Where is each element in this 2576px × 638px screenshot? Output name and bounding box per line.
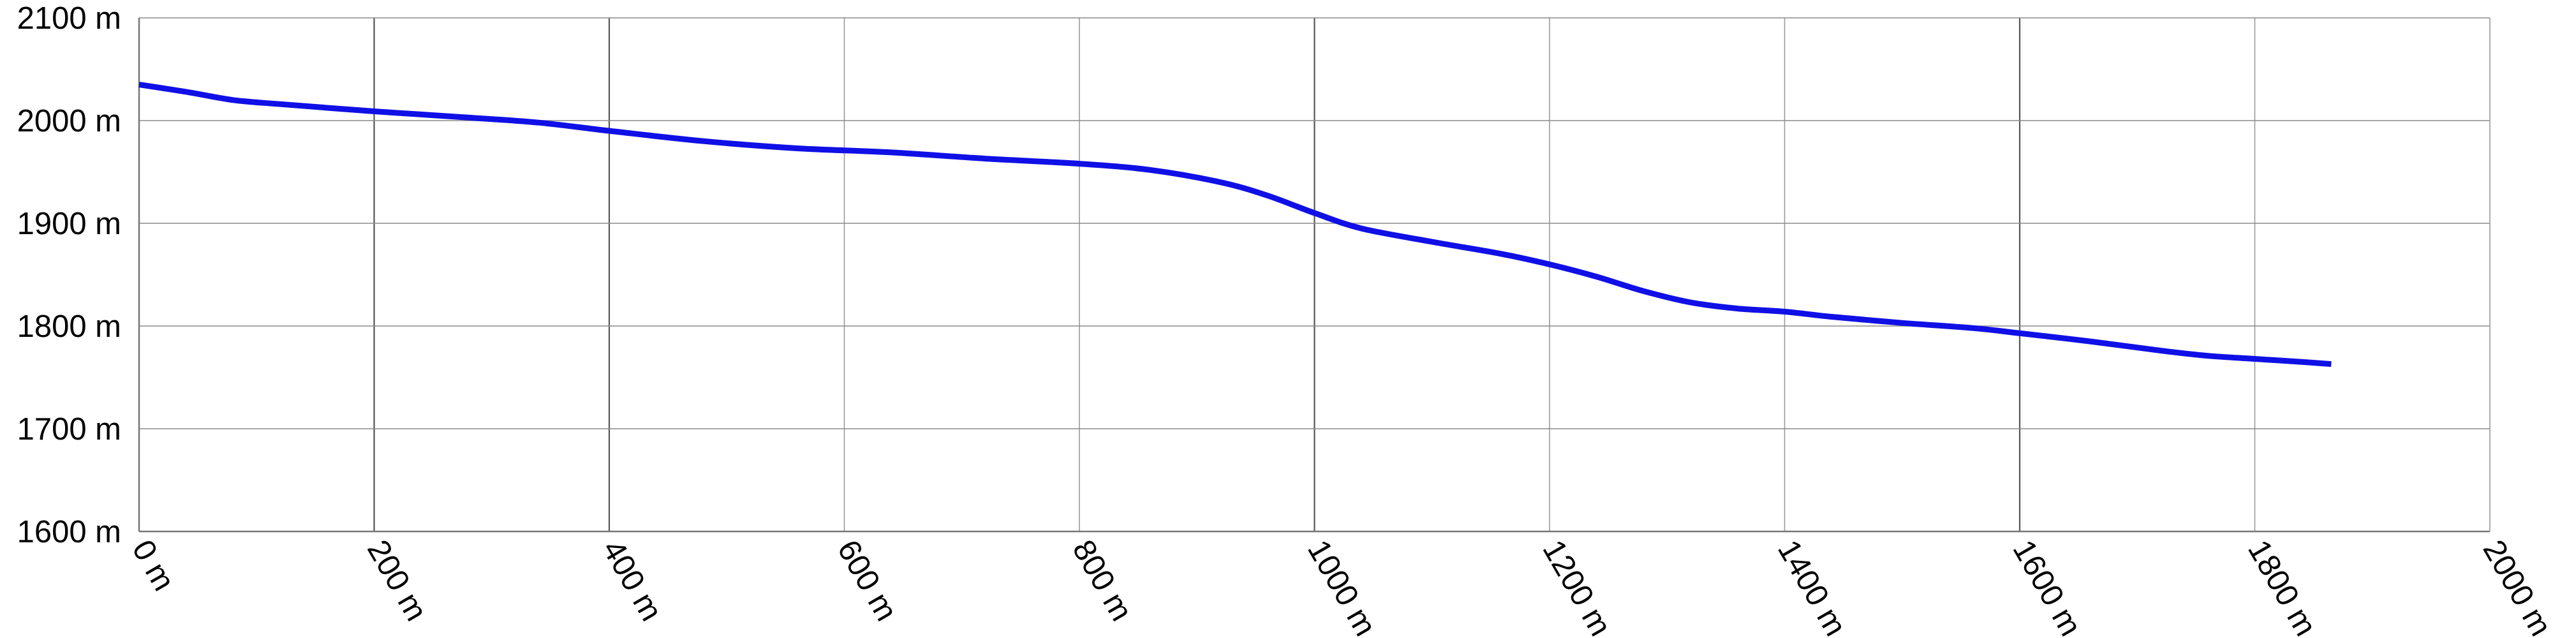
x-tick-label: 0 m bbox=[125, 535, 181, 597]
x-tick-label: 1800 m bbox=[2241, 535, 2323, 638]
x-tick-label: 600 m bbox=[831, 535, 904, 627]
x-tick-label: 1400 m bbox=[1771, 535, 1853, 638]
y-tick-label: 1700 m bbox=[17, 412, 121, 447]
y-tick-label: 2100 m bbox=[17, 1, 121, 36]
y-tick-label: 1600 m bbox=[17, 515, 121, 549]
y-tick-label: 1900 m bbox=[17, 207, 121, 241]
y-tick-label: 1800 m bbox=[17, 309, 121, 344]
x-tick-label: 1000 m bbox=[1301, 535, 1382, 638]
x-tick-label: 1200 m bbox=[1536, 535, 1617, 638]
elevation-line bbox=[138, 82, 2332, 367]
x-tick-label: 200 m bbox=[360, 535, 434, 627]
x-tick-label: 800 m bbox=[1065, 535, 1139, 627]
x-tick-label: 1600 m bbox=[2006, 535, 2087, 638]
plot-frame bbox=[138, 18, 2491, 533]
x-tick-label: 2000 m bbox=[2476, 535, 2557, 638]
x-axis-tick-labels: 0 m 200 m 400 m 600 m 800 m 1000 m 1200 m 1400 … bbox=[125, 535, 2557, 638]
y-axis-tick-labels: 1600 m 1700 m 1800 m 1900 m 2000 m 2100 m bbox=[17, 1, 121, 549]
y-tick-label: 2000 m bbox=[17, 104, 121, 138]
x-tick-label: 400 m bbox=[595, 535, 669, 627]
grid-lines bbox=[139, 17, 2490, 531]
series-lines bbox=[138, 82, 2332, 367]
